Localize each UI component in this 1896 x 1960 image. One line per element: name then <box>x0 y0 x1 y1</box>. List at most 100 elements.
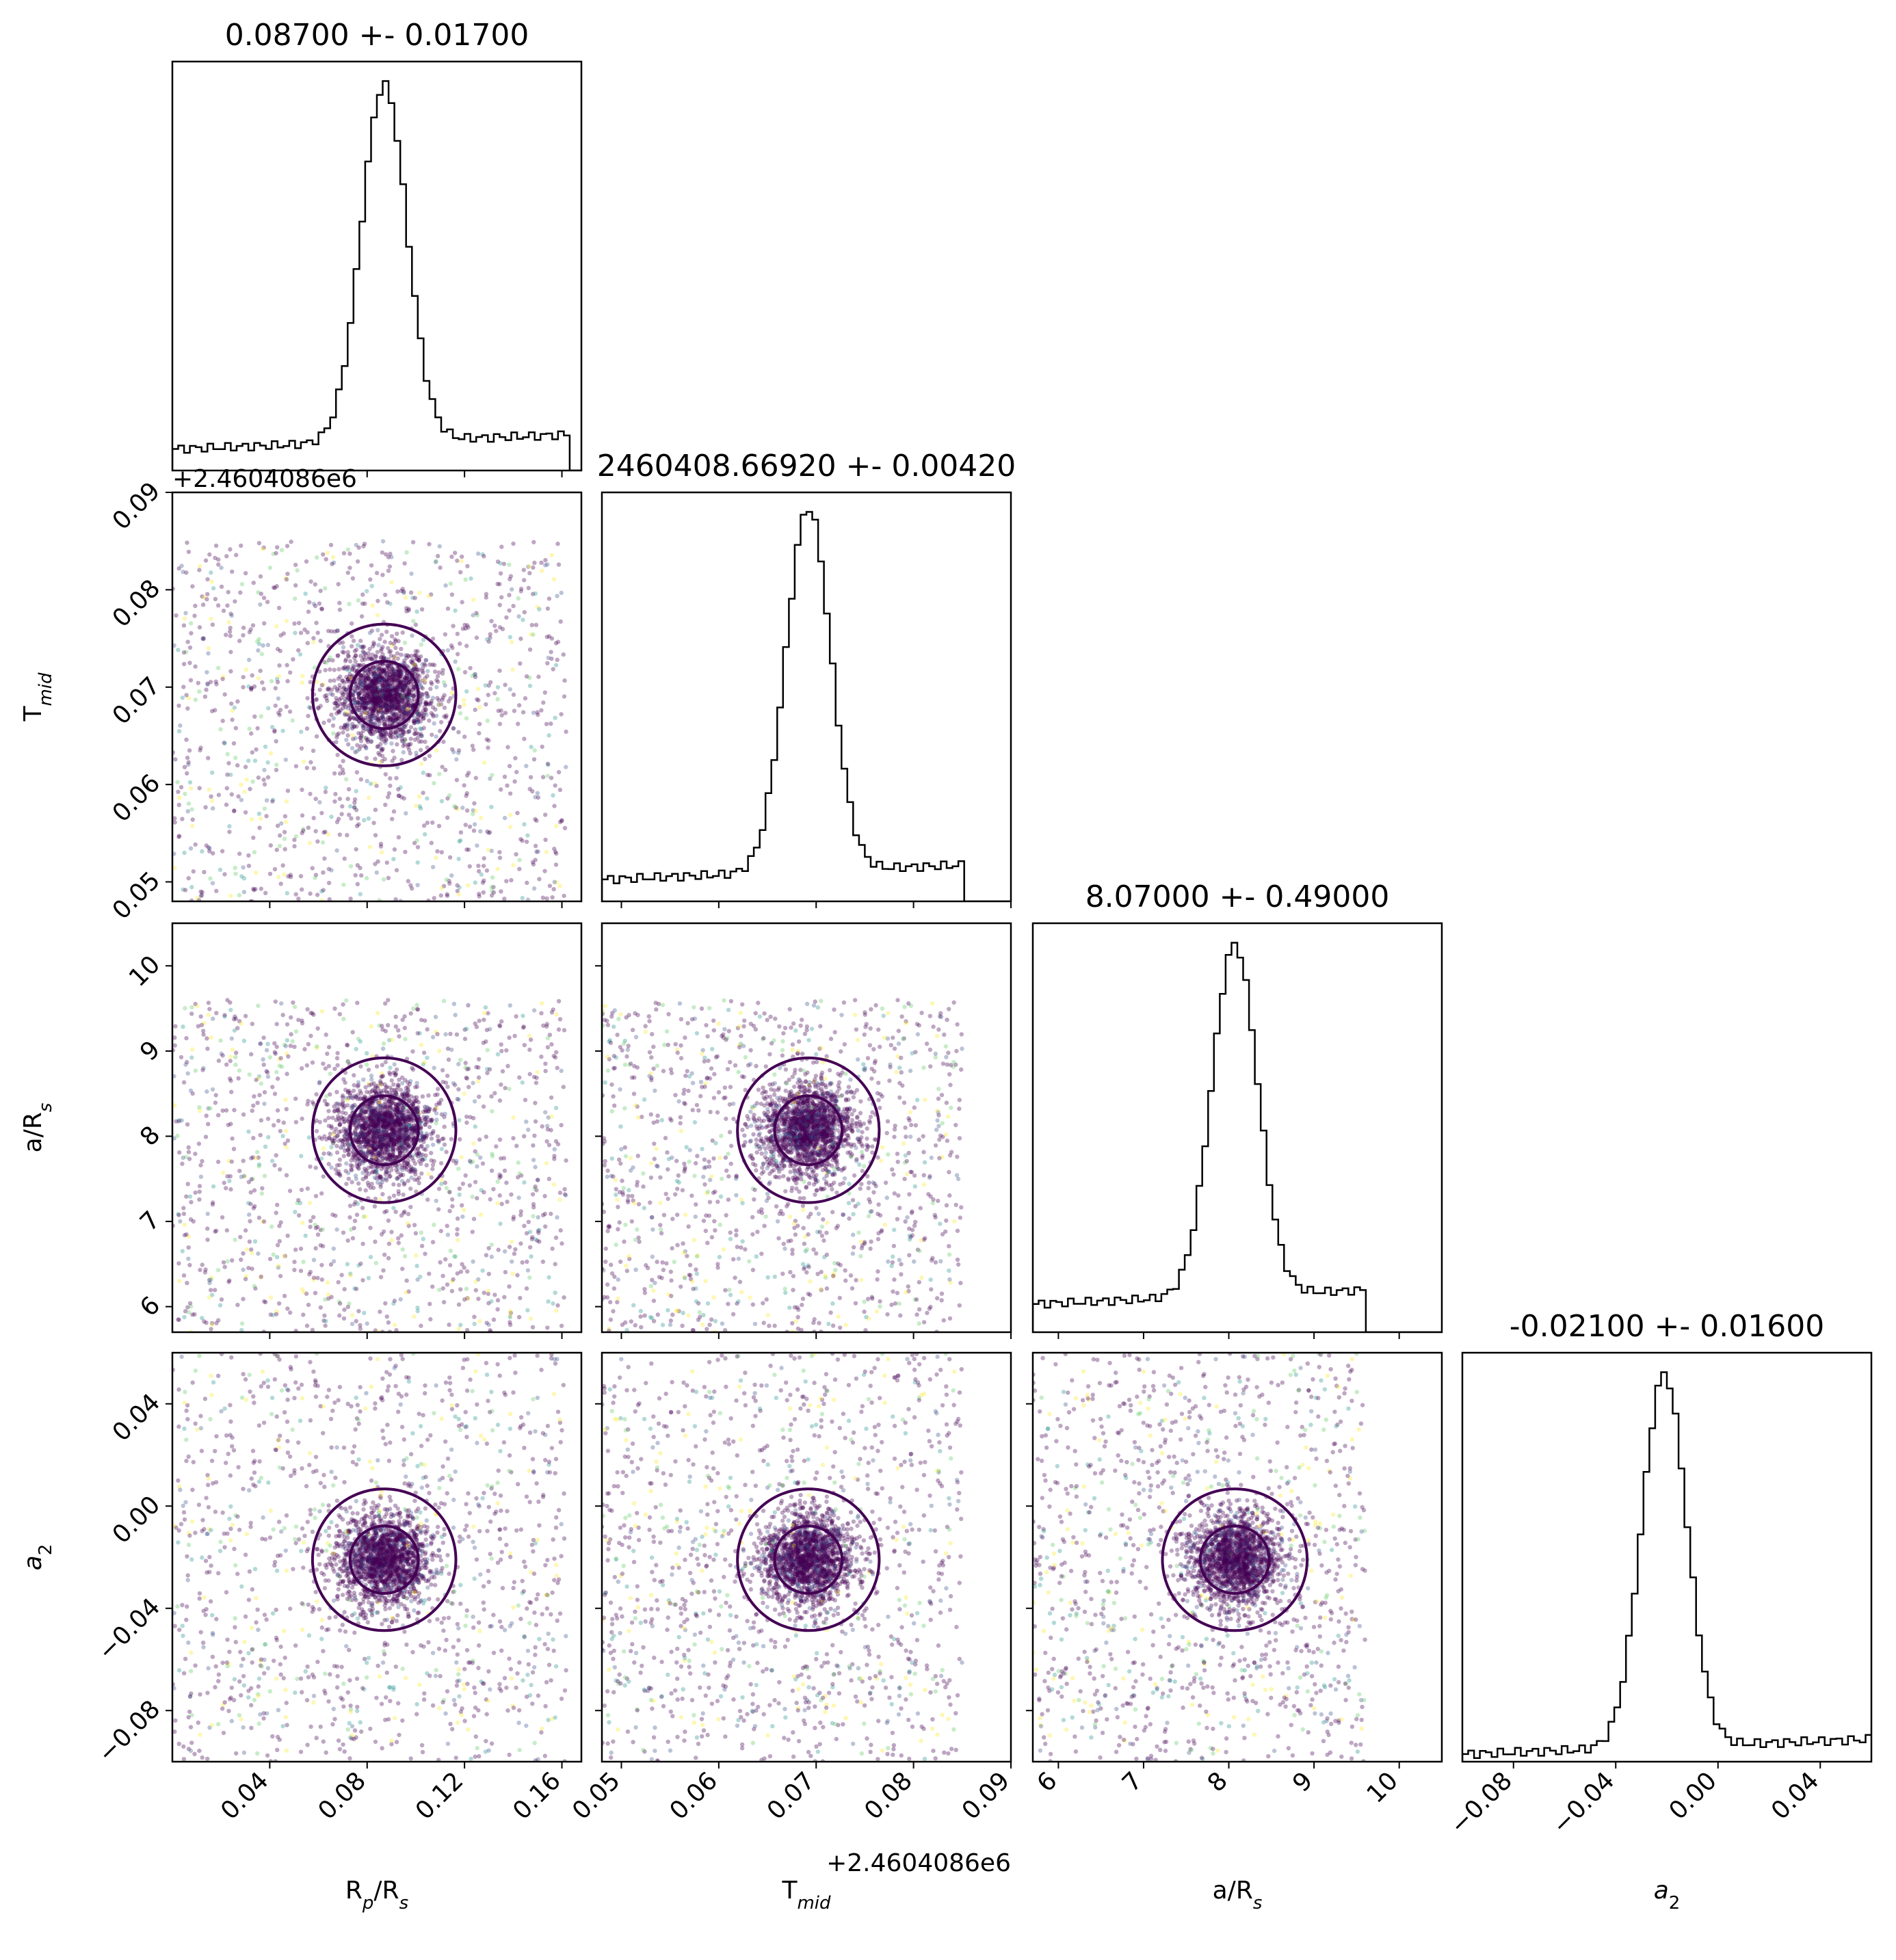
scatter-point <box>236 794 241 799</box>
scatter-point <box>213 1100 218 1105</box>
scatter-point <box>408 1169 414 1174</box>
scatter-point <box>376 1180 380 1185</box>
scatter-point <box>249 817 254 822</box>
scatter-point <box>391 719 396 724</box>
scatter-point <box>358 683 363 688</box>
scatter-point <box>396 669 401 674</box>
scatter-point <box>557 1197 562 1202</box>
scatter-point <box>220 676 225 681</box>
scatter-point <box>454 1158 459 1163</box>
scatter-point <box>477 1018 482 1023</box>
scatter-point <box>544 849 549 855</box>
scatter-point <box>339 812 344 817</box>
scatter-point <box>360 682 366 687</box>
scatter-point <box>395 689 399 694</box>
scatter-point <box>230 708 235 713</box>
scatter-point <box>397 1128 402 1133</box>
scatter-point <box>434 678 439 683</box>
scatter-point <box>333 1167 338 1172</box>
scatter-point <box>393 706 398 711</box>
scatter-point <box>376 744 380 749</box>
scatter-point <box>370 665 376 670</box>
scatter-point <box>377 1119 382 1124</box>
scatter-point <box>440 667 445 672</box>
scatter-point <box>344 1182 349 1187</box>
scatter-point <box>429 840 434 845</box>
scatter-point <box>328 1072 332 1076</box>
scatter-point <box>322 1313 327 1318</box>
scatter-point <box>382 719 387 724</box>
scatter-point <box>308 791 313 797</box>
scatter-point <box>278 707 283 713</box>
scatter-point <box>336 653 341 658</box>
scatter-point <box>383 1001 388 1006</box>
scatter-point <box>375 1139 380 1144</box>
scatter-point <box>311 816 316 821</box>
scatter-point <box>449 691 455 696</box>
scatter-point <box>341 882 346 887</box>
scatter-point <box>371 681 377 686</box>
scatter-point <box>399 795 404 799</box>
scatter-point <box>259 714 263 719</box>
scatter-point <box>365 1140 369 1145</box>
scatter-point <box>368 695 373 700</box>
scatter-point <box>198 747 202 753</box>
scatter-point <box>364 700 369 705</box>
scatter-point <box>416 1154 421 1159</box>
scatter-point <box>172 1103 177 1108</box>
scatter-point <box>234 553 239 557</box>
scatter-point <box>518 586 524 592</box>
scatter-point <box>415 1147 420 1152</box>
scatter-point <box>341 726 347 730</box>
scatter-point <box>398 693 403 698</box>
scatter-point <box>258 1275 263 1280</box>
scatter-point <box>497 1024 503 1029</box>
scatter-point <box>386 1156 391 1161</box>
scatter-point <box>361 673 366 678</box>
scatter-point <box>421 715 426 721</box>
scatter-point <box>380 715 384 720</box>
scatter-point <box>375 678 380 683</box>
scatter-point <box>188 846 194 851</box>
scatter-point <box>276 1301 282 1306</box>
scatter-point <box>398 679 403 685</box>
scatter-point <box>486 639 491 644</box>
scatter-point <box>373 706 378 711</box>
scatter-point <box>436 823 442 829</box>
scatter-point <box>359 704 365 709</box>
scatter-point <box>367 706 371 712</box>
scatter-point <box>364 1062 369 1068</box>
scatter-point <box>533 1119 538 1124</box>
scatter-point <box>386 666 391 672</box>
scatter-point <box>365 686 371 691</box>
scatter-point <box>332 667 337 672</box>
scatter-point <box>371 731 376 736</box>
scatter-point <box>378 1184 383 1189</box>
scatter-point <box>477 1057 482 1062</box>
scatter-point <box>418 1138 423 1143</box>
scatter-point <box>308 579 313 584</box>
scatter-point <box>383 687 388 692</box>
scatter-point <box>373 704 378 710</box>
scatter-point <box>197 689 202 694</box>
scatter-point <box>448 696 453 701</box>
scatter-point <box>373 700 378 705</box>
scatter-point <box>363 685 368 691</box>
scatter-point <box>357 1113 363 1118</box>
scatter-point <box>315 705 321 711</box>
scatter-point <box>198 564 202 568</box>
scatter-point <box>378 698 383 703</box>
scatter-point <box>369 681 375 686</box>
scatter-point <box>278 1056 283 1061</box>
scatter-point <box>399 646 404 652</box>
scatter-point <box>178 723 183 728</box>
scatter-point <box>370 698 375 703</box>
scatter-point <box>378 1114 383 1119</box>
scatter-point <box>411 1104 416 1109</box>
scatter-point <box>355 685 360 691</box>
scatter-point <box>500 626 505 631</box>
scatter-point <box>377 708 382 713</box>
scatter-point <box>420 669 425 674</box>
scatter-point <box>460 1203 464 1208</box>
scatter-point <box>391 694 395 699</box>
